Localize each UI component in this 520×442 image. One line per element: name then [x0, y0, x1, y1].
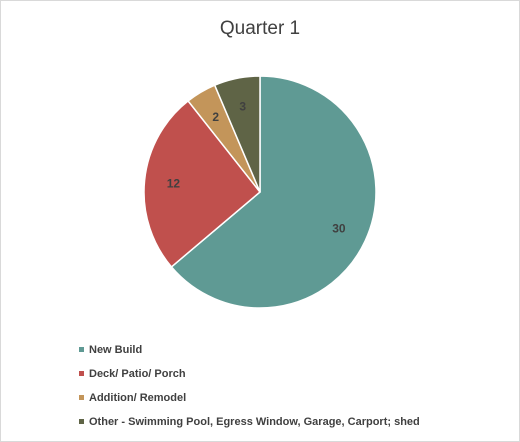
pie-slice-deck-patio-porch — [143, 99, 262, 268]
chart-title: Quarter 1 — [219, 18, 301, 39]
legend-label: Other - Swimming Pool, Egress Window, Ga… — [89, 415, 420, 428]
legend-swatch — [79, 371, 84, 376]
data-label-addition-remodel: 2 — [212, 110, 219, 124]
legend-item-deck-patio-porch: Deck/ Patio/ Porch — [79, 367, 420, 380]
legend: New Build Deck/ Patio/ Porch Addition/ Rem… — [79, 344, 420, 440]
legend-item-addition-remodel: Addition/ Remodel — [79, 391, 420, 404]
legend-swatch — [79, 395, 84, 400]
legend-swatch — [79, 419, 84, 424]
legend-item-new-build: New Build — [79, 343, 420, 356]
legend-label: New Build — [89, 343, 143, 356]
legend-label: Addition/ Remodel — [89, 391, 187, 404]
data-label-deck-patio-porch: 12 — [167, 176, 181, 190]
legend-item-other-swimming-pool-egress-window-garage-carport-shed: Other - Swimming Pool, Egress Window, Ga… — [79, 415, 420, 428]
legend-label: Deck/ Patio/ Porch — [89, 367, 186, 380]
legend-swatch — [79, 347, 84, 352]
pie-slice-other-swimming-pool-egress-window-garage-carport-shed — [213, 75, 261, 193]
data-label-new-build: 30 — [332, 222, 346, 236]
pie-slice-new-build — [170, 75, 377, 309]
data-label-other-swimming-pool-egress-window-garage-carport-shed: 3 — [239, 100, 246, 114]
